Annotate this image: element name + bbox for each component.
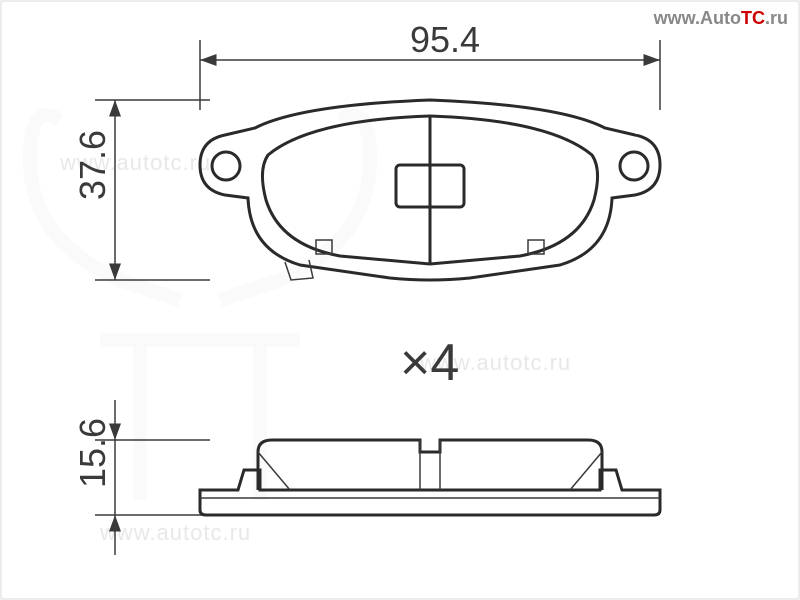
dim-width-value: 95.4	[410, 19, 480, 60]
technical-drawing: 95.4 37.6 ×4 15.6	[0, 0, 800, 600]
dimension-thickness: 15.6	[72, 400, 210, 555]
dimension-height: 37.6	[72, 100, 210, 280]
dim-height-value: 37.6	[72, 130, 113, 200]
brake-pad-side-view	[200, 440, 660, 515]
dim-thickness-value: 15.6	[72, 418, 113, 488]
dimension-width: 95.4	[200, 19, 660, 110]
quantity-label: ×4	[400, 334, 459, 392]
brake-pad-top-view	[200, 100, 660, 280]
